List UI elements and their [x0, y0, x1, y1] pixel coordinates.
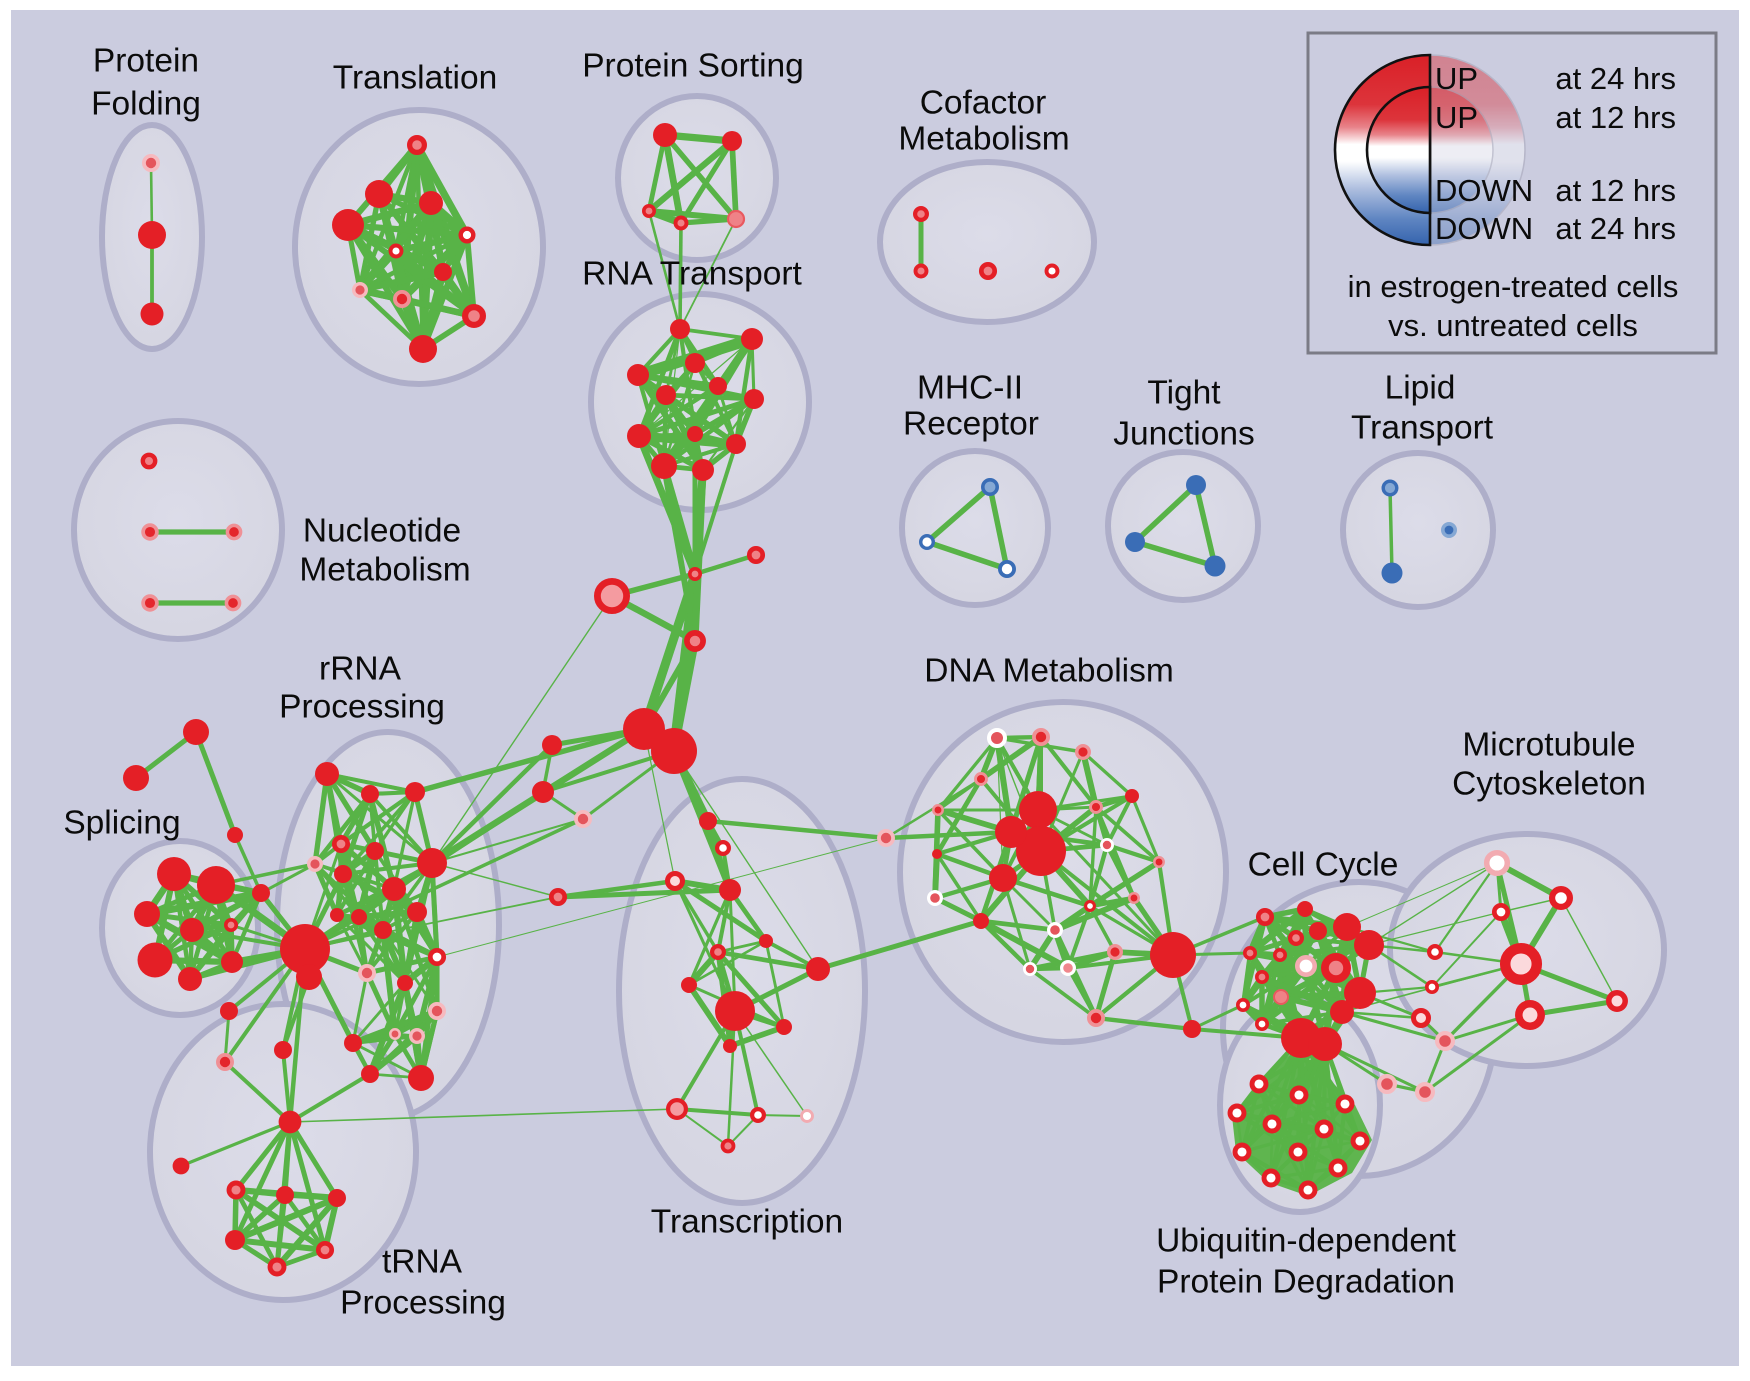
svg-text:vs. untreated cells: vs. untreated cells	[1388, 308, 1638, 343]
svg-text:tRNA: tRNA	[382, 1244, 463, 1281]
svg-text:DNA Metabolism: DNA Metabolism	[924, 653, 1173, 690]
svg-text:Folding: Folding	[91, 86, 201, 123]
svg-text:at 12 hrs: at 12 hrs	[1555, 100, 1676, 135]
svg-text:Metabolism: Metabolism	[299, 552, 470, 589]
svg-text:Processing: Processing	[340, 1285, 506, 1322]
svg-text:at 24 hrs: at 24 hrs	[1555, 61, 1676, 96]
svg-text:Receptor: Receptor	[903, 406, 1039, 443]
svg-text:Cofactor: Cofactor	[920, 85, 1047, 122]
svg-text:at 24 hrs: at 24 hrs	[1555, 211, 1676, 246]
svg-text:Splicing: Splicing	[63, 805, 180, 842]
svg-text:Cell Cycle: Cell Cycle	[1248, 847, 1399, 884]
svg-text:RNA Transport: RNA Transport	[582, 256, 802, 293]
svg-text:Cytoskeleton: Cytoskeleton	[1452, 766, 1646, 803]
svg-text:Protein: Protein	[93, 43, 199, 80]
svg-text:Transport: Transport	[1351, 410, 1494, 447]
svg-text:Tight: Tight	[1147, 375, 1221, 412]
svg-text:Ubiquitin-dependent: Ubiquitin-dependent	[1156, 1223, 1457, 1260]
svg-text:Metabolism: Metabolism	[898, 121, 1069, 158]
svg-text:Transcription: Transcription	[651, 1204, 843, 1241]
svg-text:Protein Sorting: Protein Sorting	[582, 48, 804, 85]
svg-text:Translation: Translation	[333, 60, 497, 97]
svg-text:Microtubule: Microtubule	[1462, 727, 1635, 764]
svg-text:UP: UP	[1435, 61, 1478, 96]
svg-text:Lipid: Lipid	[1385, 370, 1456, 407]
svg-text:rRNA: rRNA	[319, 651, 402, 688]
svg-text:at 12 hrs: at 12 hrs	[1555, 173, 1676, 208]
svg-text:Processing: Processing	[279, 689, 445, 726]
svg-text:MHC-II: MHC-II	[917, 370, 1023, 407]
svg-text:UP: UP	[1435, 100, 1478, 135]
svg-text:DOWN: DOWN	[1435, 211, 1533, 246]
svg-text:in estrogen-treated cells: in estrogen-treated cells	[1348, 269, 1679, 304]
svg-text:Protein Degradation: Protein Degradation	[1157, 1264, 1455, 1301]
svg-text:Nucleotide: Nucleotide	[303, 513, 461, 550]
svg-text:DOWN: DOWN	[1435, 173, 1533, 208]
svg-text:Junctions: Junctions	[1113, 416, 1255, 453]
